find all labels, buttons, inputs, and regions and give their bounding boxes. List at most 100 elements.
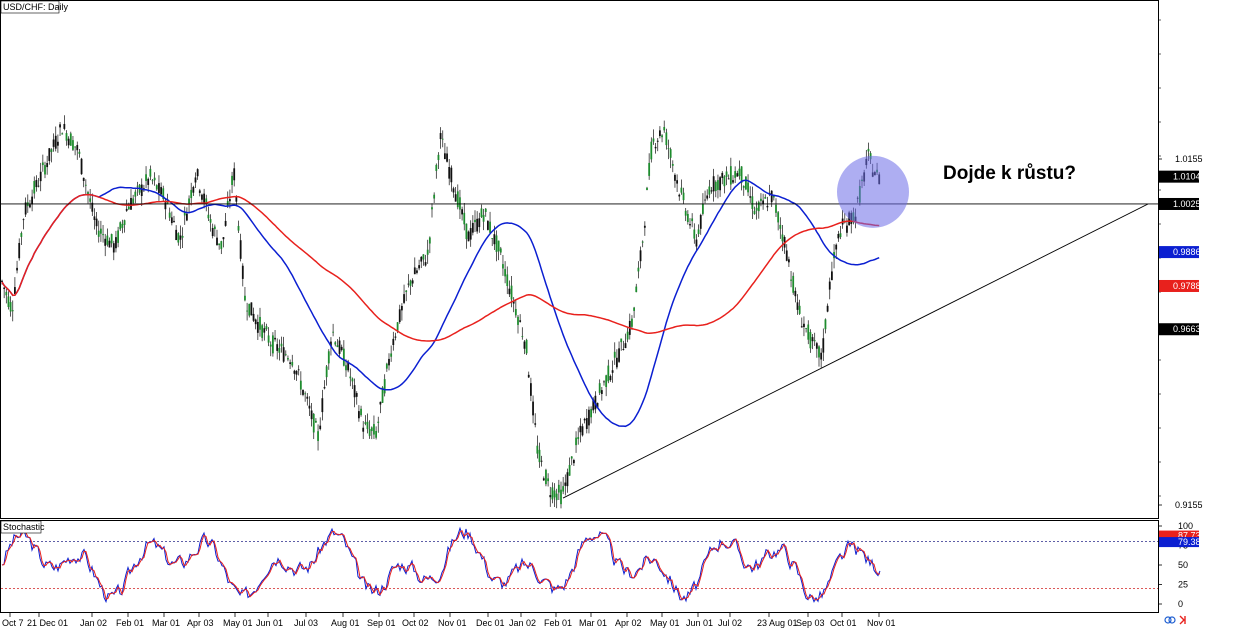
candle-down [471,222,474,233]
candle-down [403,294,405,303]
candle-up [435,164,438,171]
candle-down [523,341,526,349]
candle-up [725,171,728,177]
candle-down [788,259,790,263]
candle-up [484,208,487,212]
candle-up [605,375,608,387]
candle-down [727,178,730,180]
candle-up [557,484,560,493]
candle-down [338,340,341,354]
link-icon[interactable] [1164,616,1176,624]
candle-up [551,487,554,500]
candle-down [579,425,582,433]
x-tick-label: May 01 [650,618,680,628]
candle-down [487,221,489,230]
candle-down [355,393,358,397]
candle-down [616,357,618,368]
candle-up [248,303,251,316]
candle-up [590,409,592,418]
price-tag [1159,323,1199,336]
candle-up [525,339,528,354]
candle-down [811,337,814,342]
candle-up [209,219,212,223]
candle-up [78,151,81,154]
candle-down [581,426,584,436]
candle-up [635,286,638,293]
candle-up [97,230,100,237]
x-tick-label: Jan 02 [509,618,536,628]
scroll-end-icon[interactable] [1179,615,1186,625]
candle-down [444,153,446,160]
candle-down [24,202,27,215]
candle-down [302,389,304,395]
candle-down [388,358,390,366]
candle-up [20,233,23,237]
candle-up [598,383,601,393]
candle-up [775,204,777,213]
y-tick-label: 1.0155 [1175,154,1203,164]
candle-up [545,469,547,485]
candle-up [280,343,283,347]
candle-up [652,138,655,142]
candle-up [134,191,137,197]
candle-down [450,167,453,183]
candle-down [82,177,85,181]
candle-up [89,198,92,202]
price-tag-label: 1.0104 [1173,172,1201,182]
candle-up [117,230,119,243]
main-title-box [0,0,60,14]
candle-up [287,358,289,360]
candle-down [170,217,173,224]
candle-down [418,265,420,269]
stoch-d-line [1,528,881,601]
candle-up [299,380,302,390]
candle-down [147,178,150,185]
candle-up [867,148,870,152]
candle-down [362,427,365,432]
candle-down [29,204,31,208]
candle-up [50,149,53,153]
candle-up [777,212,780,223]
candle-down [140,184,143,197]
candle-down [112,243,115,253]
price-tag-label: 1.0025 [1173,199,1201,209]
x-tick-label: Aug 01 [331,618,360,628]
candle-up [272,335,274,354]
candle-up [168,212,171,218]
candle-down [540,460,543,462]
candle-down [308,405,311,409]
candle-up [368,429,371,436]
candle-up [188,198,190,204]
x-tick-label: Oct 7 [2,618,24,628]
candle-up [433,194,436,199]
candle-up [723,176,726,187]
candle-down [276,344,279,351]
candle-up [405,290,408,292]
candle-up [577,437,580,440]
candle-down [704,199,706,201]
candle-up [671,164,674,166]
candle-down [186,213,188,221]
candle-down [256,321,259,333]
candle-up [291,361,294,366]
candle-down [542,478,545,481]
candle-up [102,234,104,236]
candle-down [508,288,511,295]
candle-down [263,328,266,333]
candle-down [392,338,395,345]
x-tick-label: Nov 01 [867,618,896,628]
candle-up [65,133,68,141]
candle-down [566,472,569,487]
x-tick-label: Mar 01 [152,618,180,628]
candle-down [59,124,61,128]
candle-down [323,387,326,389]
candle-up [231,175,233,185]
candle-down [39,171,42,182]
candle-down [164,202,167,210]
candle-down [837,233,840,239]
x-tick-label: Apr 03 [187,618,214,628]
candle-up [155,185,158,190]
candle-down [512,300,515,304]
candle-up [517,316,519,325]
highlight-circle [837,155,909,228]
